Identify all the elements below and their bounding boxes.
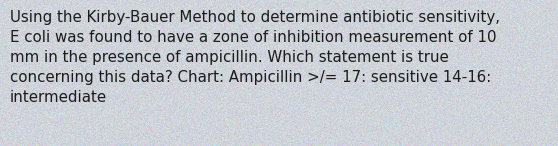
Text: Using the Kirby-Bauer Method to determine antibiotic sensitivity,
E coli was fou: Using the Kirby-Bauer Method to determin… [10,10,500,105]
